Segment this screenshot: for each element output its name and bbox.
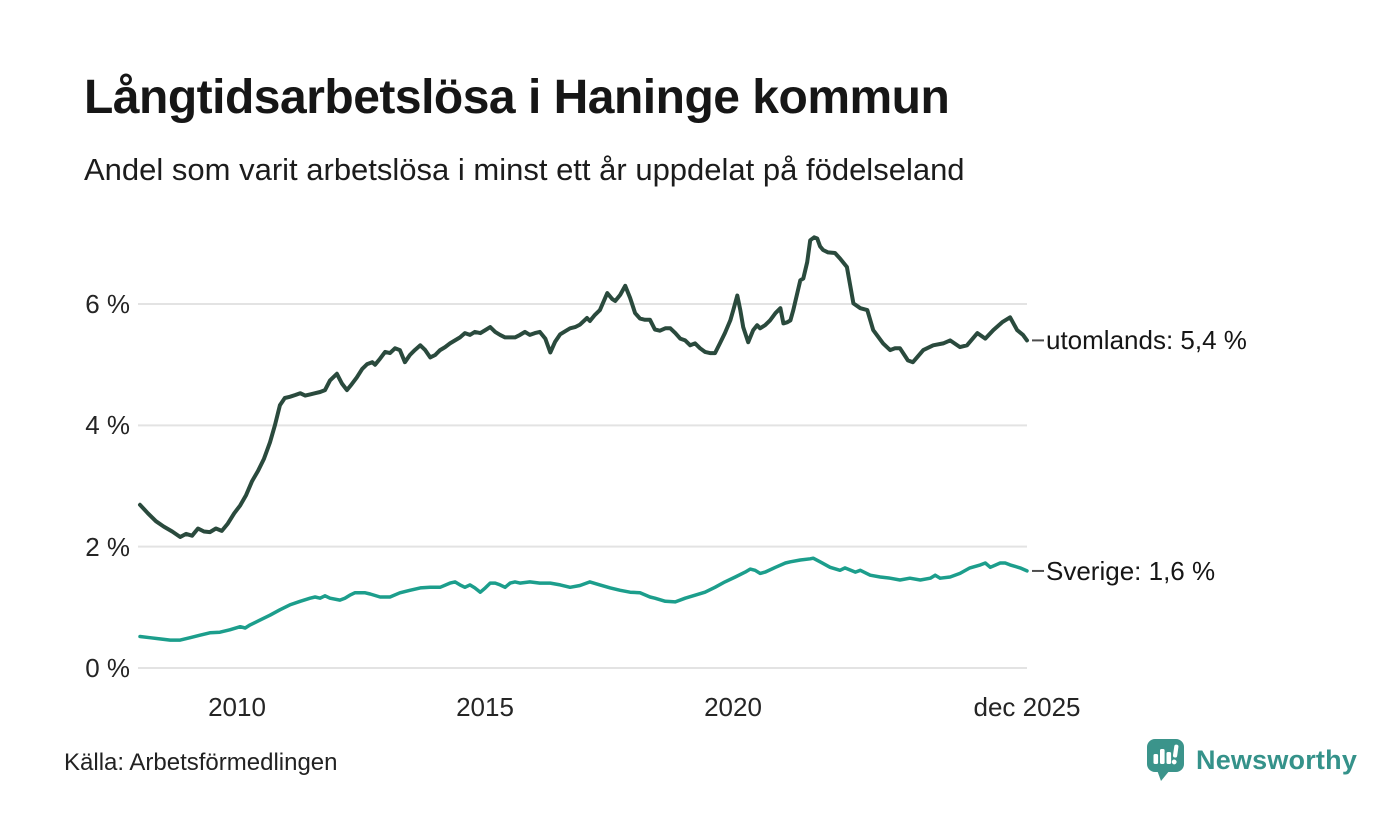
source-caption: Källa: Arbetsförmedlingen [64,749,338,776]
page-title: Långtidsarbetslösa i Haninge kommun [84,71,950,124]
x-axis-tick-2010: 2010 [208,692,266,722]
y-axis-tick-0: 0 % [85,653,130,683]
y-axis-tick-6: 6 % [85,289,130,319]
series-end-label-sverige: Sverige: 1,6 % [1046,556,1216,586]
page-subtitle: Andel som varit arbetslösa i minst ett å… [84,152,965,187]
series-line-utomlands [138,235,1029,539]
series-line-Sverige [138,556,1029,642]
x-axis-tick-2020: 2020 [704,692,762,722]
y-axis-tick-2: 2 % [85,532,130,562]
brand-name: Newsworthy [1196,744,1358,775]
x-axis-tick-2015: 2015 [456,692,514,722]
series-end-label-utomlands: utomlands: 5,4 % [1046,325,1247,355]
newsworthy-icon [1147,739,1184,781]
y-axis-tick-4: 4 % [85,410,130,440]
x-axis-tick-dec-2025: dec 2025 [973,692,1081,722]
brand-logo: Newsworthy [1146,738,1357,782]
